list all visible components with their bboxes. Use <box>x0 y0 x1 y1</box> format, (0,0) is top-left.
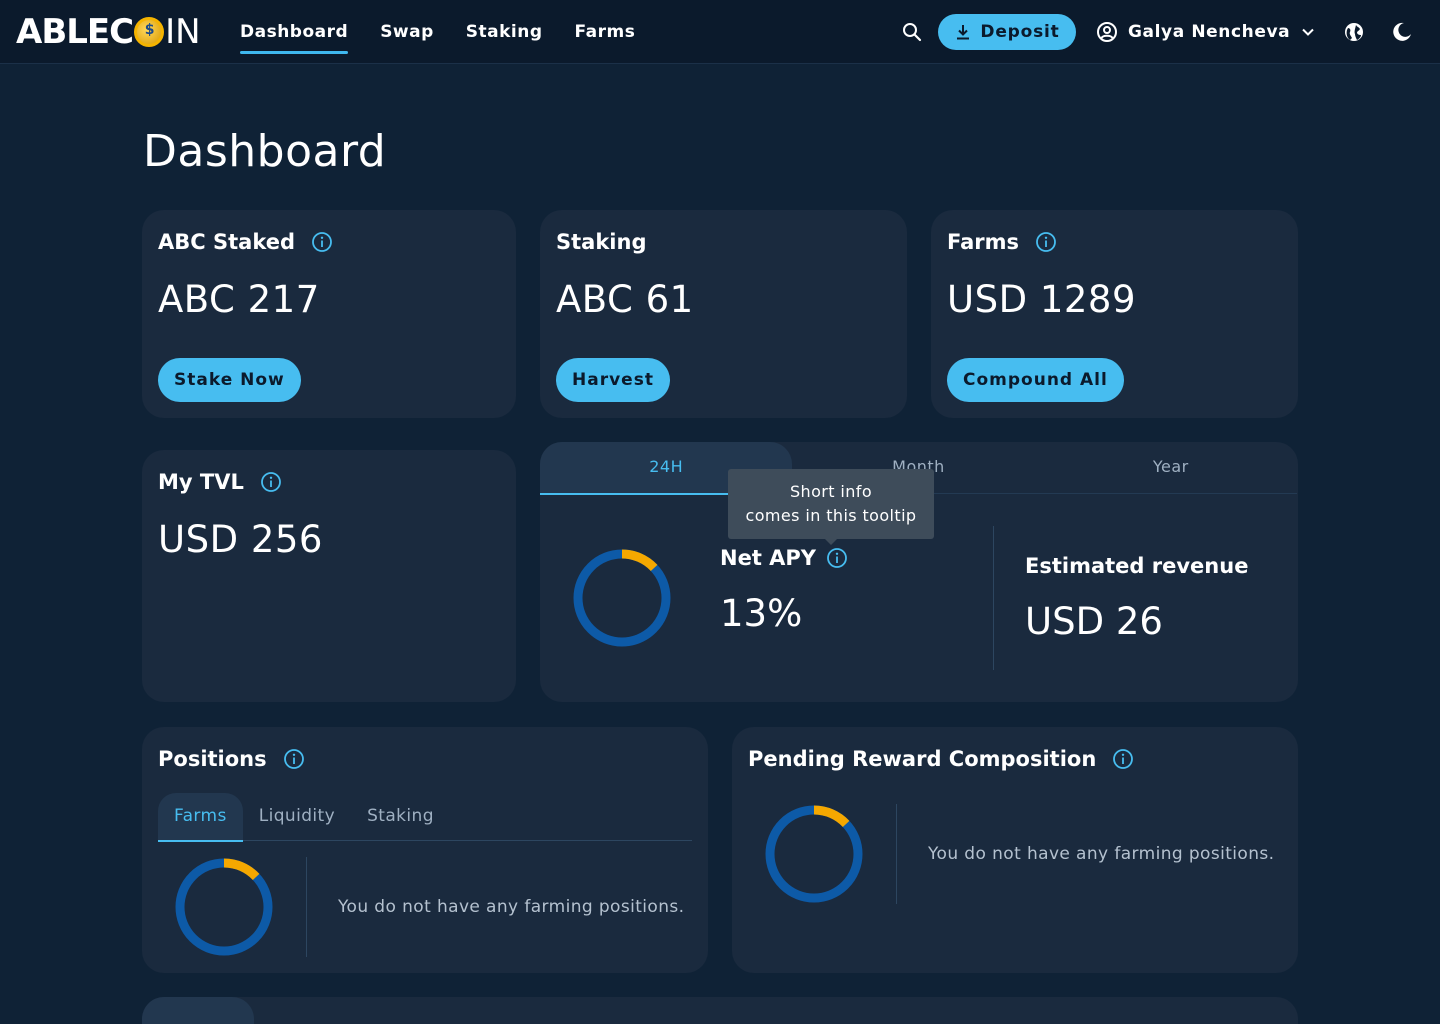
card-title: My TVL <box>158 470 282 494</box>
nav-item-staking[interactable]: Staking <box>465 22 543 42</box>
estimated-revenue-value: USD 26 <box>1025 600 1163 643</box>
tab-staking[interactable]: Staking <box>367 806 434 826</box>
abc-staked-value: ABC 217 <box>158 278 320 321</box>
apy-card: 24H Month Year Net APY 13% Estimated rev… <box>540 442 1298 702</box>
pending-donut-chart <box>765 805 863 903</box>
pending-reward-card: Pending Reward Composition You do not ha… <box>732 727 1298 973</box>
bottom-card <box>142 997 1298 1024</box>
positions-card: Positions Farms Liquidity Staking You do… <box>142 727 708 973</box>
divider <box>306 857 307 957</box>
globe-icon[interactable] <box>1342 20 1366 44</box>
info-tooltip: Short info comes in this tooltip <box>728 469 934 545</box>
divider <box>993 526 994 670</box>
donut-segment <box>175 858 273 956</box>
search-icon[interactable] <box>900 20 924 44</box>
main-nav: Dashboard Swap Staking Farms <box>240 0 667 64</box>
staking-title: Staking <box>556 230 647 254</box>
user-circle-icon <box>1097 22 1117 42</box>
user-menu[interactable]: Galya Nencheva <box>1096 14 1316 50</box>
my-tvl-card: My TVL USD 256 <box>142 450 516 702</box>
page-title: Dashboard <box>143 126 387 177</box>
tooltip-line-1: Short info <box>789 482 873 501</box>
card-title: Farms <box>947 230 1057 254</box>
chevron-down-icon <box>1302 28 1314 36</box>
pending-empty-message: You do not have any farming positions. <box>928 844 1275 864</box>
info-icon[interactable] <box>1035 231 1057 253</box>
info-icon[interactable] <box>311 231 333 253</box>
deposit-label: Deposit <box>980 22 1060 42</box>
coin-icon <box>134 17 165 47</box>
card-title: ABC Staked <box>158 230 333 254</box>
farms-value: USD 1289 <box>947 278 1136 321</box>
donut-segment <box>573 549 671 647</box>
net-apy-title: Net APY <box>720 546 817 570</box>
abc-staked-title: ABC Staked <box>158 230 295 254</box>
info-icon[interactable] <box>826 547 848 569</box>
my-tvl-title: My TVL <box>158 470 244 494</box>
nav-item-farms[interactable]: Farms <box>574 22 636 42</box>
farms-title: Farms <box>947 230 1020 254</box>
net-apy-value: 13% <box>720 592 803 635</box>
top-bar: ABLEC IN Dashboard Swap Staking Farms De… <box>0 0 1440 64</box>
my-tvl-value: USD 256 <box>158 518 323 561</box>
positions-donut-chart <box>175 858 273 956</box>
logo-text-part1: ABLEC <box>16 12 134 52</box>
estimated-revenue-label: Estimated revenue <box>1025 554 1249 578</box>
nav-item-swap[interactable]: Swap <box>380 22 434 42</box>
download-icon <box>957 25 970 40</box>
apy-donut-chart <box>573 549 671 647</box>
divider <box>896 804 897 904</box>
logo-text-part2: IN <box>165 12 201 52</box>
card-title: Positions <box>158 747 305 771</box>
donut-segment <box>765 805 863 903</box>
tab-year[interactable]: Year <box>1152 457 1189 476</box>
deposit-button[interactable]: Deposit <box>938 14 1076 50</box>
card-title: Staking <box>556 230 646 254</box>
tab-farms[interactable]: Farms <box>158 793 243 842</box>
card-title: Pending Reward Composition <box>748 747 1134 771</box>
info-icon[interactable] <box>1112 748 1134 770</box>
compound-all-button[interactable]: Compound All <box>947 358 1124 402</box>
stake-now-button[interactable]: Stake Now <box>158 358 301 402</box>
farms-card: Farms USD 1289 Compound All <box>931 210 1298 418</box>
tooltip-line-2: comes in this tooltip <box>745 506 917 525</box>
pending-reward-title: Pending Reward Composition <box>748 747 1097 771</box>
harvest-button[interactable]: Harvest <box>556 358 670 402</box>
positions-title: Positions <box>158 747 267 771</box>
info-icon[interactable] <box>260 471 282 493</box>
moon-icon[interactable] <box>1390 20 1414 44</box>
net-apy-label: Net APY <box>720 546 848 570</box>
info-icon[interactable] <box>283 748 305 770</box>
tab-liquidity[interactable]: Liquidity <box>258 806 336 826</box>
staking-value: ABC 61 <box>556 278 694 321</box>
bottom-card-tab[interactable] <box>142 997 254 1024</box>
logo[interactable]: ABLEC IN <box>16 12 201 52</box>
nav-item-dashboard[interactable]: Dashboard <box>240 0 349 64</box>
positions-tabs: Farms Liquidity Staking <box>158 793 692 842</box>
positions-empty-message: You do not have any farming positions. <box>338 897 685 917</box>
abc-staked-card: ABC Staked ABC 217 Stake Now <box>142 210 516 418</box>
staking-card: Staking ABC 61 Harvest <box>540 210 907 418</box>
user-name: Galya Nencheva <box>1128 22 1291 42</box>
